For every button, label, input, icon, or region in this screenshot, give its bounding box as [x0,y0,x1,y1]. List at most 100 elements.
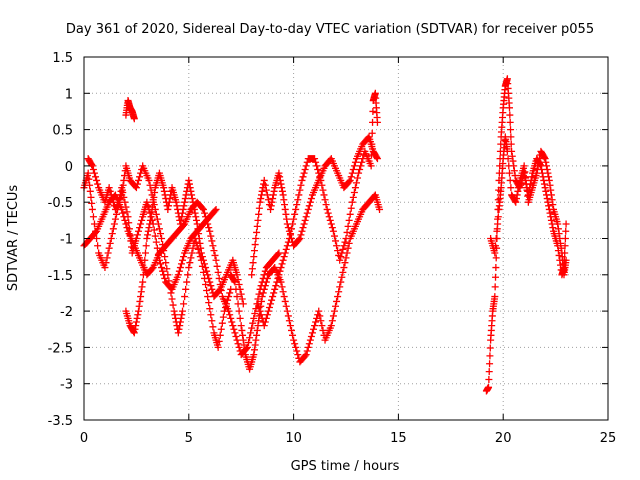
data-point [315,307,323,315]
data-point [355,169,363,177]
data-point [161,253,169,261]
data-point [165,202,173,210]
data-point [341,238,349,246]
data-point [322,201,330,209]
data-point [260,285,268,293]
data-point [373,118,381,126]
data-point [301,352,309,360]
data-point [256,198,264,206]
data-point [344,222,352,230]
data-point [261,181,269,189]
data-point [307,333,315,341]
data-point [146,220,154,228]
data-point [267,202,275,210]
data-point [257,195,265,203]
data-point [273,278,281,286]
data-point [506,176,514,184]
data-point [311,322,319,330]
data-point [345,216,353,224]
data-point [119,181,127,189]
data-point [347,173,355,181]
data-point [159,241,167,249]
data-point [262,186,270,194]
data-point [159,267,167,275]
data-point [292,205,300,213]
data-point [339,245,347,253]
data-point [357,162,365,170]
data-point [237,322,245,330]
data-point [212,205,220,213]
data-point [143,235,151,242]
data-point [218,319,226,327]
data-point [504,155,512,163]
data-point [279,288,287,296]
data-point [508,152,516,160]
series-track-7 [248,133,381,279]
data-point [131,325,139,333]
data-point [284,224,292,232]
data-point [202,213,210,221]
data-point [238,295,246,303]
data-point [249,319,257,327]
data-point [285,317,293,325]
data-point [170,307,178,315]
data-point [192,213,200,221]
data-point [354,174,362,182]
data-point [94,180,102,188]
data-point [276,176,284,184]
data-point [492,273,500,281]
data-point [512,198,520,206]
data-point [541,184,549,192]
data-point [88,199,96,207]
data-point [344,244,352,252]
data-point [285,235,293,242]
data-point [180,253,188,261]
data-point [215,274,223,282]
data-point [492,254,500,262]
series-track-4 [122,169,247,337]
data-point [148,208,156,216]
data-point [237,290,245,298]
data-point [181,293,189,301]
data-point [173,202,181,210]
data-point [326,216,334,224]
data-point [247,329,255,337]
data-point [201,260,209,268]
data-point [206,278,214,286]
data-point [215,287,223,295]
data-point [253,331,261,339]
data-point [300,220,308,228]
data-point [486,352,494,360]
data-point [176,322,184,330]
data-point [356,166,364,174]
data-point [211,207,219,215]
series-track-9 [482,75,570,395]
data-point [278,260,286,268]
data-point [302,351,310,359]
data-point [513,191,521,199]
data-point [535,158,543,166]
data-point [267,205,275,213]
data-point [179,205,187,213]
data-point [121,216,129,224]
data-point [179,256,187,264]
data-point [155,225,163,233]
data-point [225,293,233,301]
data-point [252,305,260,313]
data-point [175,325,183,333]
y-tick-label: -2 [60,305,73,320]
data-point [144,231,152,239]
data-point [229,322,237,330]
data-point [168,295,176,303]
y-tick-label: -1.5 [48,269,73,284]
data-point [286,230,294,238]
data-point [302,213,310,221]
data-point [169,301,177,309]
data-point [262,278,270,286]
data-point [136,173,144,181]
data-point [87,193,95,201]
data-point [88,161,96,169]
data-point [257,191,265,199]
data-point [226,289,234,297]
